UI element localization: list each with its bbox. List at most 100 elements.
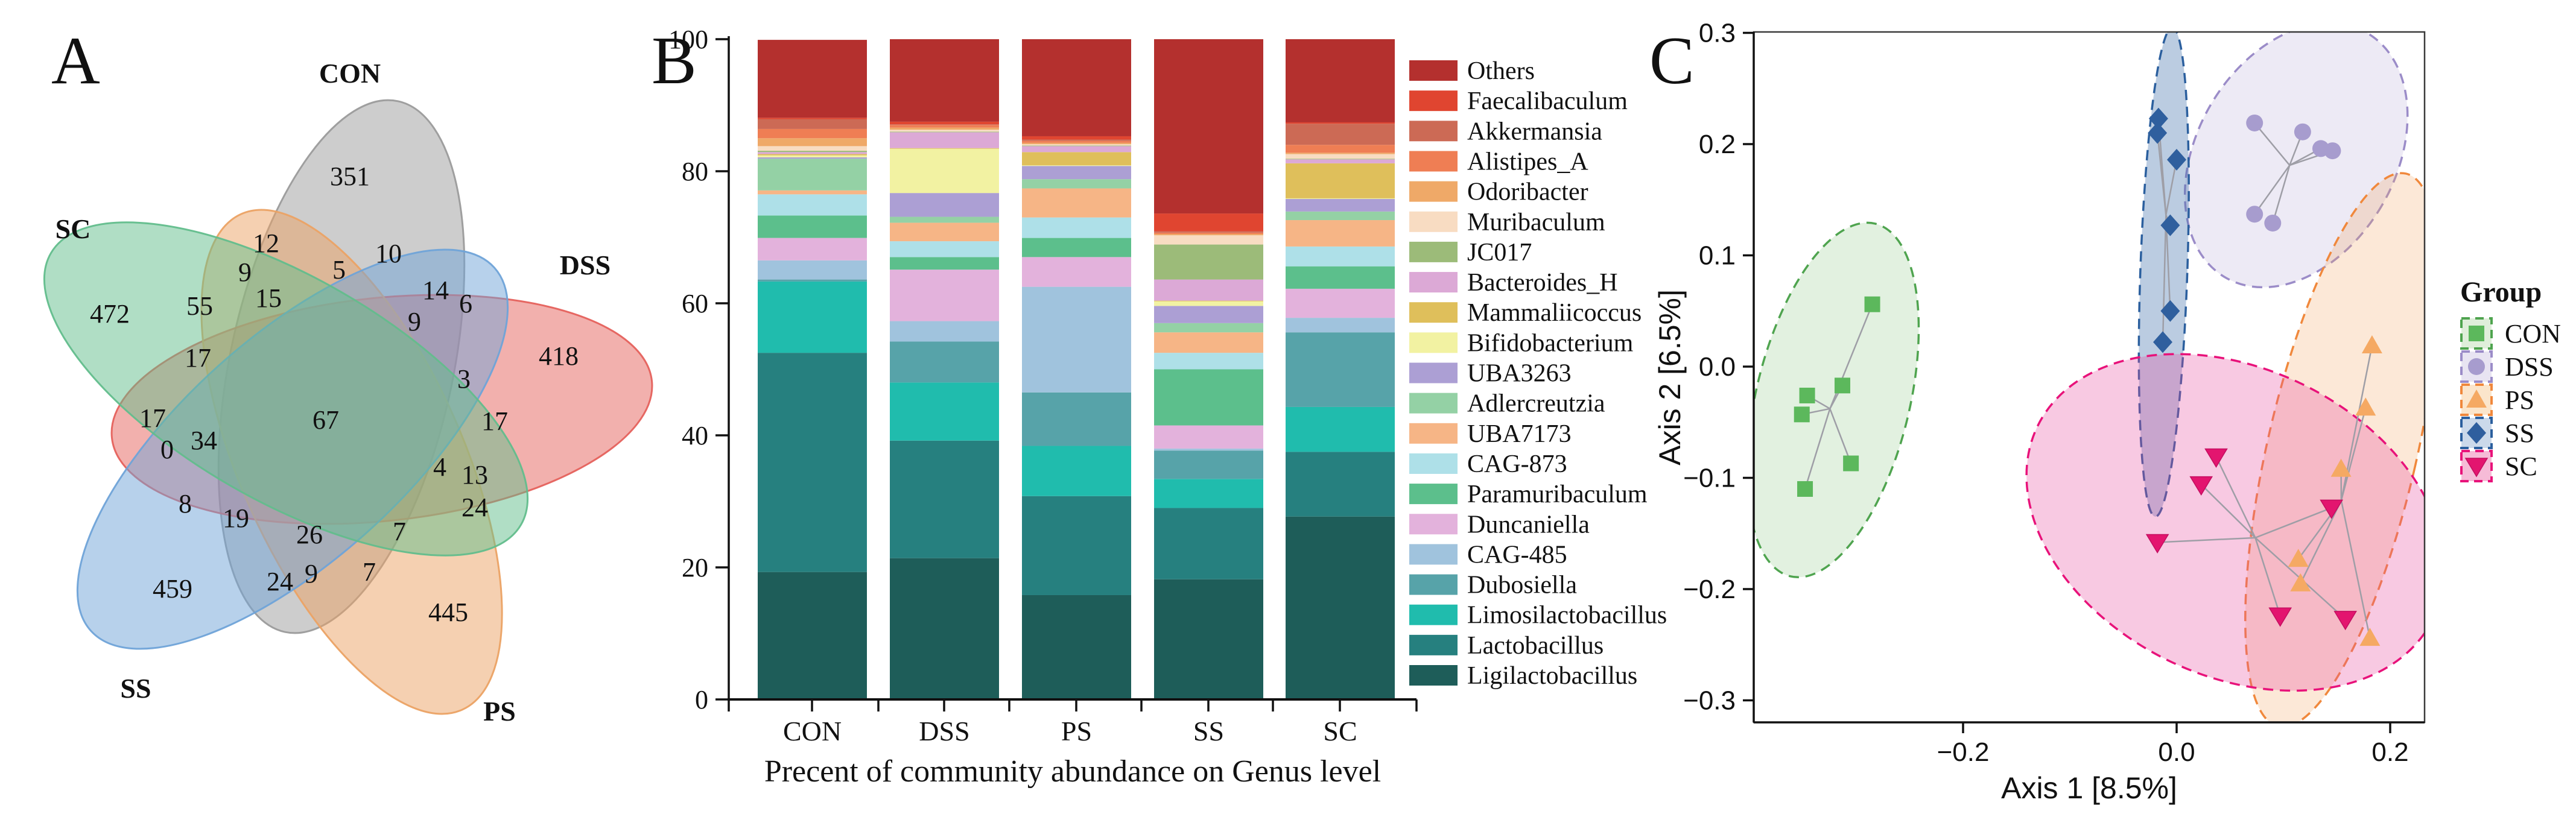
spider-line-SC [2215,456,2256,538]
bar-segment-SC-Bacteroides_H [1286,159,1395,163]
pcoa-x-tick-label: 0.2 [2371,737,2408,767]
venn-count: 7 [363,557,376,587]
data-point-SC [2268,607,2292,627]
bar-segment-CON-Bacteroides_H [758,152,867,154]
legend-swatch-CAG-485 [1409,544,1458,565]
legend-swatch-Akkermansia [1409,121,1458,142]
venn-count: 459 [153,574,192,604]
legend-swatch-Mammaliicoccus [1409,302,1458,323]
data-point-PS [2361,335,2382,353]
data-point-CON [1864,296,1880,312]
bar-segment-SC-UBA7173 [1286,220,1395,247]
venn-set-label-SS: SS [120,673,151,704]
bar-segment-SS-CAG-873 [1154,353,1263,370]
bar-segment-DSS-Mammaliicoccus [890,148,999,149]
bar-segment-PS-Akkermansia [1022,139,1131,141]
venn-count: 445 [428,598,468,627]
legend-label-JC017: JC017 [1467,239,1532,267]
bar-y-tick-label: 20 [682,553,708,582]
spider-line-SC [2254,507,2332,538]
panel-b-letter: B [652,24,697,98]
venn-count: 15 [255,283,282,313]
pcoa-legend-symbol-DSS [2468,358,2485,375]
bar-segment-SS-Limosilactobacillus [1154,479,1263,508]
bar-segment-CON-Lactobacillus [758,353,867,572]
bar-segment-CON-Dubosiella [758,279,867,282]
pcoa-legend-title: Group [2460,276,2542,308]
bar-axes: CON DSS PS SS SC 0 20 40 60 80 100 [668,25,1418,746]
bar-segment-SS-UBA7173 [1154,332,1263,353]
venn-set-label-CON: CON [319,58,381,89]
pcoa-legend-symbol-PS [2466,390,2487,408]
data-point-SS [2160,300,2180,322]
data-point-SC [2320,499,2343,519]
bar-y-tick-label: 80 [682,157,708,186]
bar-segment-PS-UBA7173 [1022,188,1131,218]
venn-count: 4 [433,452,446,482]
bar-x-axis-title: Precent of community abundance on Genus … [764,754,1381,789]
venn-count: 0 [160,435,174,464]
data-point-CON [1834,377,1850,394]
bar-segment-PS-Lactobacillus [1022,496,1131,595]
bar-segment-PS-Others [1022,39,1131,136]
legend-label-Lactobacillus: Lactobacillus [1467,632,1604,660]
data-point-CON [1799,387,1815,403]
venn-count: 55 [186,291,213,321]
pcoa-legend-symbol-CON [2469,326,2484,341]
venn-count: 5 [332,255,346,285]
panel-c-pcoa: C 0.3 0.2 0.1 0.0 −0.1 −0.2 −0.3 −0.2 0.0 0.2 Axi… [1649,19,2561,806]
spider-line-SC [2200,484,2256,538]
bar-category-label: PS [1061,716,1092,746]
data-point-PS [2288,549,2309,567]
data-point-DSS [2324,142,2341,160]
bar-segment-SS-Dubosiella [1154,450,1263,479]
bar-segment-SC-Odoribacter [1286,153,1395,154]
pcoa-legend-label-SS: SS [2505,418,2534,448]
data-point-SC [2145,534,2169,554]
bar-segment-PS-Dubosiella [1022,392,1131,446]
legend-swatch-Lactobacillus [1409,634,1458,655]
bar-segment-DSS-CAG-485 [890,321,999,342]
venn-count: 26 [296,520,323,549]
venn-count: 12 [253,229,279,258]
data-point-PS [2330,458,2352,477]
legend-label-CAG-485: CAG-485 [1467,541,1567,569]
pcoa-y-axis-title: Axis 2 [6.5%] [1653,289,1687,465]
bar-segment-SS-Bacteroides_H [1154,279,1263,301]
bar-segment-SS-UBA3263 [1154,306,1263,323]
data-point-PS [2290,573,2311,592]
venn-count: 418 [539,341,579,371]
bar-segment-DSS-Muribaculum [890,130,999,132]
bar-segment-DSS-Paramuribaculum [890,257,999,270]
legend-label-Akkermansia: Akkermansia [1467,118,1602,145]
pcoa-plot-area [1754,32,2425,722]
bar-segment-PS-Paramuribaculum [1022,238,1131,257]
venn-count: 7 [393,517,406,546]
venn-count: 9 [408,307,421,336]
panel-c-letter: C [1649,24,1695,98]
pcoa-y-tick-label: −0.3 [1683,686,1736,716]
panel-a-letter: A [51,24,100,98]
bar-segment-PS-Bacteroides_H [1022,146,1131,153]
venn-count: 17 [185,343,211,373]
bar-category-label: CON [783,716,842,746]
data-point-SC [2333,611,2357,631]
bar-segment-SC-Faecalibaculum [1286,122,1395,124]
bar-segment-CON-Mammaliicoccus [758,154,867,156]
bar-segment-PS-Duncaniella [1022,257,1131,287]
pcoa-ticks: 0.3 0.2 0.1 0.0 −0.1 −0.2 −0.3 −0.2 0.0 0.2 [1683,19,2408,768]
bar-segment-DSS-UBA3263 [890,193,999,217]
bar-segment-SC-Ligilactobacillus [1286,516,1395,699]
bar-segment-SS-Duncaniella [1154,425,1263,449]
bar-segment-PS-Mammaliicoccus [1022,152,1131,166]
legend-swatch-Limosilactobacillus [1409,604,1458,625]
legend-label-Dubosiella: Dubosiella [1467,572,1577,599]
bar-segment-SS-Others [1154,39,1263,214]
bar-segment-CON-Akkermansia [758,119,867,129]
bar-segment-SS-Alistipes_A [1154,232,1263,235]
bar-segment-DSS-Akkermansia [890,124,999,125]
bar-segment-PS-Limosilactobacillus [1022,446,1131,496]
